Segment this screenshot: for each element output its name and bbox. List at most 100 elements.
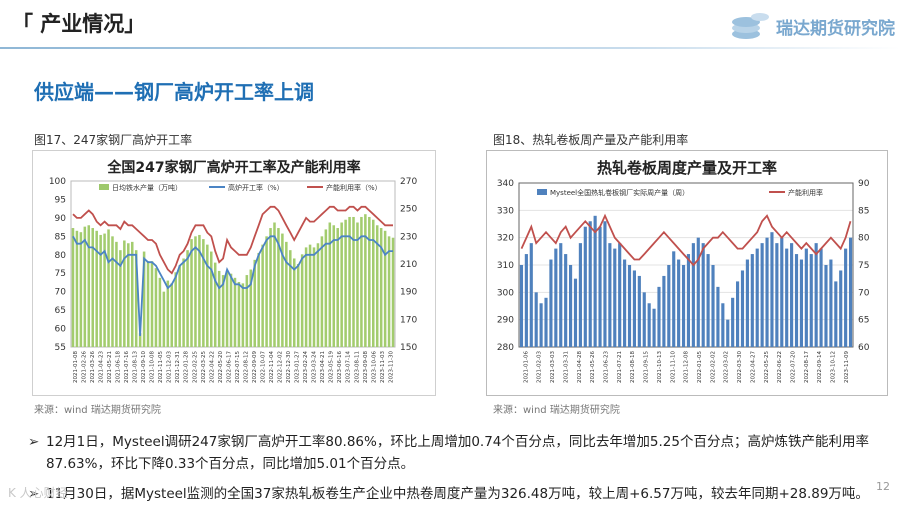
x-axis-tick-label: 2023-01-27 <box>295 351 301 383</box>
bar <box>261 244 264 347</box>
bar <box>127 243 130 347</box>
bar <box>352 216 355 347</box>
bar <box>233 277 237 347</box>
bar <box>146 261 150 347</box>
bar <box>819 248 823 347</box>
bar <box>632 270 636 347</box>
bar <box>559 243 563 347</box>
x-axis-tick-label: 2023-06-16 <box>337 351 343 383</box>
x-axis-tick-label: 2021-10-08 <box>150 351 156 383</box>
bar <box>328 222 332 347</box>
bar <box>564 254 568 347</box>
bar <box>241 283 245 347</box>
bar <box>544 297 548 347</box>
bar <box>829 259 833 347</box>
chart-title: 热轧卷板周度产量及开工率 <box>597 159 777 177</box>
bar <box>677 259 681 347</box>
bar <box>618 243 622 347</box>
figure-17-caption: 图17、247家钢厂高炉开工率 <box>34 133 193 147</box>
left-axis-tick-label: 300 <box>497 288 514 298</box>
bar <box>814 243 818 347</box>
bar <box>277 228 280 347</box>
bar <box>360 216 363 347</box>
arrow-bullet-icon: ➢ <box>28 434 40 450</box>
bar <box>249 269 253 347</box>
x-axis-tick-label: 2022-01-28 <box>184 351 190 383</box>
bar <box>166 280 170 347</box>
bar <box>269 228 272 347</box>
x-axis-tick-label: 2022-12-30 <box>286 351 292 383</box>
bar <box>391 237 395 347</box>
bar <box>210 251 213 347</box>
bar <box>691 243 695 347</box>
right-axis-tick-label: 230 <box>400 232 417 242</box>
coin-stack-icon <box>732 13 769 39</box>
bar <box>182 258 185 347</box>
bar <box>824 265 828 347</box>
bar <box>213 262 217 347</box>
legend-swatch-output <box>537 189 547 195</box>
x-axis-tick-label: 2021-08-13 <box>133 351 139 383</box>
x-axis-tick-label: 2021-08-18 <box>630 351 636 383</box>
legend-label-output: Mysteel全国热轧卷板钢厂实际周产量（周） <box>550 188 689 197</box>
bullet-1-line-1: 12月1日，Mysteel调研247家钢厂高炉开工率80.86%，环比上周增加0… <box>46 434 869 450</box>
x-axis-tick-label: 2023-11-30 <box>388 351 394 383</box>
x-axis-tick-label: 2023-11-09 <box>844 351 850 383</box>
x-axis-tick-label: 2021-12-08 <box>684 351 690 383</box>
left-axis-tick-label: 330 <box>497 206 514 216</box>
left-axis-tick-label: 55 <box>55 343 66 353</box>
bar <box>534 292 538 347</box>
arrow-bullet-icon: ➢ <box>28 486 40 502</box>
x-axis-tick-label: 2021-03-26 <box>90 351 96 383</box>
right-axis-tick-label: 270 <box>400 177 417 187</box>
bar <box>217 270 221 347</box>
x-axis-tick-label: 2021-02-26 <box>81 351 87 383</box>
bar <box>387 236 391 347</box>
x-axis-tick-label: 2022-06-22 <box>777 351 783 383</box>
figure-18-caption: 图18、热轧卷板周产量及产能利用率 <box>493 133 689 147</box>
logo-text: 瑞达期货研究院 <box>776 19 895 39</box>
x-axis-tick-label: 2023-05-19 <box>329 351 335 383</box>
bar <box>237 281 241 347</box>
bar <box>368 216 371 347</box>
bar <box>667 265 671 347</box>
legend-label-iron: 日均铁水产量（万吨） <box>112 183 182 192</box>
bar <box>794 254 799 347</box>
bar <box>308 244 312 347</box>
bar <box>839 270 843 347</box>
bar <box>657 286 661 347</box>
bar <box>206 244 209 347</box>
bar <box>519 265 524 347</box>
x-axis-tick-label: 2022-12-02 <box>278 351 284 383</box>
bar <box>731 297 735 347</box>
bar <box>134 250 138 347</box>
figure-18-source: 来源：wind 瑞达期货研究院 <box>493 405 620 416</box>
bar <box>573 278 578 347</box>
bar <box>726 319 730 347</box>
x-axis-tick-label: 2022-05-25 <box>764 351 770 383</box>
x-axis-tick-label: 2021-05-26 <box>590 351 596 383</box>
bar <box>780 237 784 347</box>
figure-17-chart: 全国247家钢厂高炉开工率及产能利用率 日均铁水产量（万吨） 高炉开工率（%） … <box>32 150 436 396</box>
bar <box>142 251 146 347</box>
left-axis-tick-label: 290 <box>497 316 514 326</box>
bar <box>652 308 656 347</box>
bar <box>162 291 166 347</box>
x-axis-tick-label: 2022-07-20 <box>791 351 797 383</box>
x-axis-tick-label: 2021-09-15 <box>644 351 650 383</box>
bar <box>95 230 98 347</box>
bar <box>740 270 745 347</box>
bar <box>549 259 553 347</box>
bar <box>750 254 754 347</box>
x-axis-tick-label: 2022-03-02 <box>724 351 730 383</box>
bar <box>190 239 193 347</box>
bar <box>696 237 700 347</box>
bar <box>225 270 229 347</box>
bar <box>578 243 582 347</box>
plot-frame <box>518 182 854 348</box>
left-axis-tick-label: 85 <box>55 232 66 242</box>
bar <box>785 248 789 347</box>
right-axis-tick-label: 75 <box>858 261 869 271</box>
bullet-1-line-2: 87.63%，环比下降0.33个百分点，同比增加5.01个百分点。 <box>46 456 415 472</box>
bar <box>799 259 803 347</box>
